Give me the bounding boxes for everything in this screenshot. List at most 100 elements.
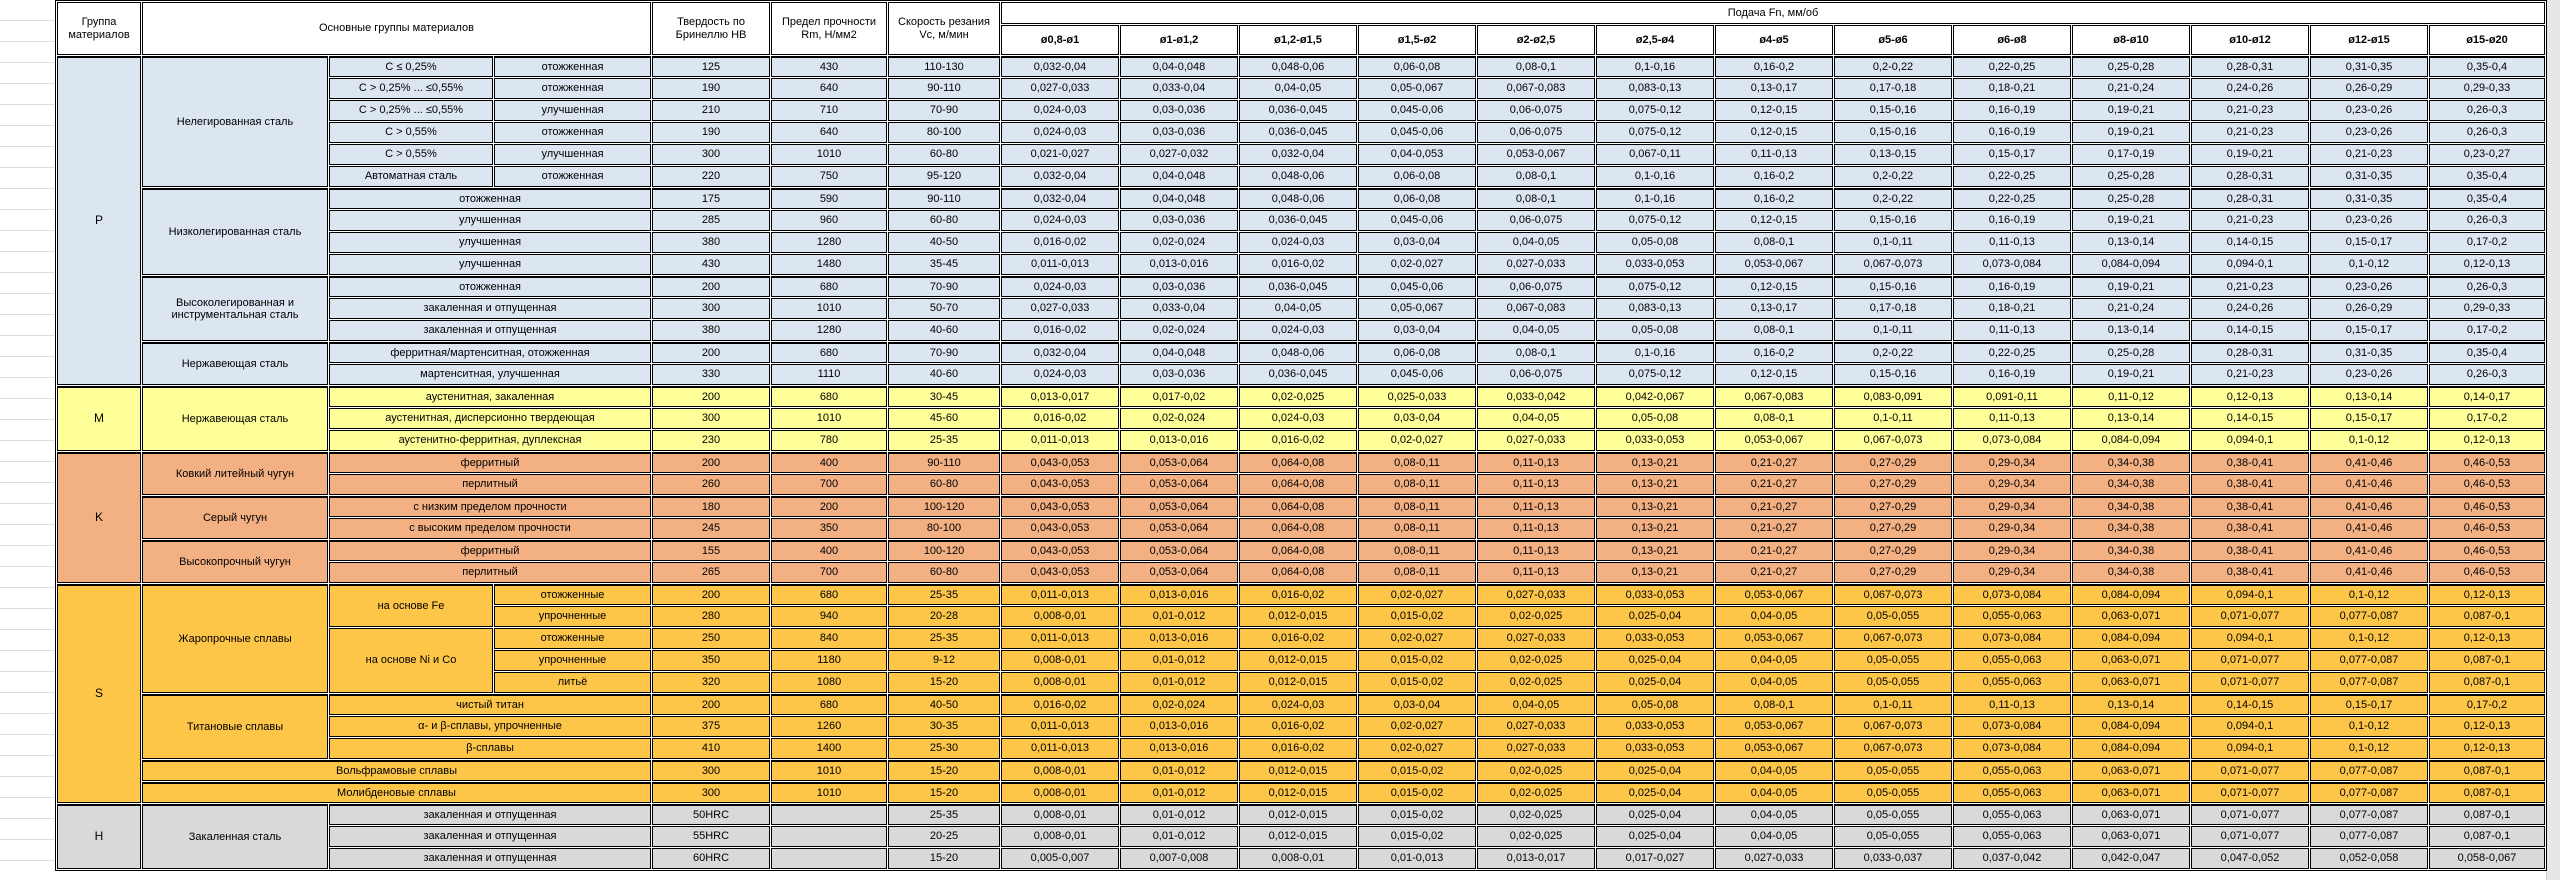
table-row: закаленная и отпущенная 55HRC 20-25 0,008-0… xyxy=(57,826,2545,847)
feed-cell: 0,087-0,1 xyxy=(2429,782,2545,803)
feed-cell: 0,027-0,033 xyxy=(1477,716,1595,737)
feed-cell: 0,04-0,048 xyxy=(1120,342,1238,363)
feed-cell: 0,075-0,12 xyxy=(1596,100,1714,121)
feed-cell: 0,012-0,015 xyxy=(1239,650,1357,671)
feed-cell: 0,033-0,053 xyxy=(1596,254,1714,275)
feed-cell: 0,043-0,053 xyxy=(1001,452,1119,473)
material-condition-cell: закаленная и отпущенная xyxy=(329,804,651,825)
feed-cell: 0,24-0,26 xyxy=(2191,298,2309,319)
feed-cell: 0,46-0,53 xyxy=(2429,562,2545,583)
feed-cell: 0,1-0,12 xyxy=(2310,628,2428,649)
feed-cell: 0,08-0,11 xyxy=(1358,496,1476,517)
header-feed: Подача Fn, мм/об xyxy=(1001,2,2545,24)
treatment-cell: отожженная xyxy=(494,122,651,143)
feed-cell: 0,045-0,06 xyxy=(1358,364,1476,385)
feed-cell: 0,02-0,027 xyxy=(1358,254,1476,275)
feed-cell: 0,29-0,34 xyxy=(1953,496,2071,517)
speed-cell: 20-25 xyxy=(888,826,1000,847)
speed-cell: 40-60 xyxy=(888,364,1000,385)
feed-cell: 0,28-0,31 xyxy=(2191,188,2309,209)
feed-cell: 0,1-0,11 xyxy=(1834,408,1952,429)
feed-cell: 0,024-0,03 xyxy=(1001,122,1119,143)
table-row: упрочненные 350 1180 9-12 0,008-0,01 0,01-0,0… xyxy=(57,650,2545,671)
feed-cell: 0,04-0,05 xyxy=(1239,298,1357,319)
feed-cell: 0,21-0,23 xyxy=(2191,276,2309,297)
feed-cell: 0,033-0,042 xyxy=(1477,386,1595,407)
feed-cell: 0,02-0,025 xyxy=(1477,672,1595,693)
feed-cell: 0,063-0,071 xyxy=(2072,782,2190,803)
table-row: улучшенная 380 1280 40-50 0,016-0,02 0,02-0,0… xyxy=(57,232,2545,253)
feed-cell: 0,077-0,087 xyxy=(2310,650,2428,671)
hardness-cell: 375 xyxy=(652,716,770,737)
feed-cell: 0,073-0,084 xyxy=(1953,628,2071,649)
speed-cell: 70-90 xyxy=(888,342,1000,363)
strength-cell: 680 xyxy=(771,584,887,605)
treatment-cell: упрочненные xyxy=(494,650,651,671)
table-row: улучшенная 285 960 60-80 0,024-0,03 0,03-0,03… xyxy=(57,210,2545,231)
strength-cell: 200 xyxy=(771,496,887,517)
feed-cell: 0,071-0,077 xyxy=(2191,782,2309,803)
feed-cell: 0,012-0,015 xyxy=(1239,782,1357,803)
feed-cell: 0,033-0,04 xyxy=(1120,78,1238,99)
feed-cell: 0,15-0,16 xyxy=(1834,122,1952,143)
strength-cell: 1480 xyxy=(771,254,887,275)
hardness-cell: 190 xyxy=(652,122,770,143)
feed-cell: 0,13-0,17 xyxy=(1715,298,1833,319)
group-letter-cell: K xyxy=(57,452,141,583)
feed-cell: 0,027-0,033 xyxy=(1477,430,1595,451)
feed-cell: 0,13-0,14 xyxy=(2310,386,2428,407)
hardness-cell: 200 xyxy=(652,342,770,363)
material-condition-cell: β-сплавы xyxy=(329,738,651,759)
feed-cell: 0,075-0,12 xyxy=(1596,122,1714,143)
feed-cell: 0,011-0,013 xyxy=(1001,584,1119,605)
material-condition-cell: аустенитно-ферритная, дуплексная xyxy=(329,430,651,451)
feed-cell: 0,073-0,084 xyxy=(1953,254,2071,275)
feed-cell: 0,013-0,016 xyxy=(1120,584,1238,605)
material-condition-cell: улучшенная xyxy=(329,210,651,231)
feed-cell: 0,075-0,12 xyxy=(1596,210,1714,231)
feed-cell: 0,21-0,24 xyxy=(2072,78,2190,99)
feed-cell: 0,15-0,17 xyxy=(2310,232,2428,253)
feed-cell: 0,19-0,21 xyxy=(2191,144,2309,165)
table-row: M Нержавеющая сталь аустенитная, закаленна… xyxy=(57,386,2545,451)
table-row: Молибденовые сплавы 300 1010 15-20 0,008-0,0… xyxy=(57,782,2545,803)
feed-cell: 0,08-0,1 xyxy=(1715,694,1833,715)
table-row: β-сплавы 410 1400 25-30 0,011-0,013 0,013-0,0… xyxy=(57,738,2545,759)
material-condition-cell: с низким пределом прочности xyxy=(329,496,651,517)
feed-cell: 0,2-0,22 xyxy=(1834,188,1952,209)
feed-cell: 0,073-0,084 xyxy=(1953,584,2071,605)
feed-cell: 0,091-0,11 xyxy=(1953,386,2071,407)
feed-cell: 0,46-0,53 xyxy=(2429,496,2545,517)
feed-cell: 0,17-0,18 xyxy=(1834,78,1952,99)
feed-cell: 0,063-0,071 xyxy=(2072,826,2190,847)
feed-cell: 0,15-0,16 xyxy=(1834,100,1952,121)
feed-cell: 0,025-0,04 xyxy=(1596,782,1714,803)
table-row: Высоколегированная и инструментальная ст… xyxy=(57,276,2545,341)
speed-cell: 40-60 xyxy=(888,320,1000,341)
hardness-cell: 200 xyxy=(652,386,770,407)
feed-cell: 0,31-0,35 xyxy=(2310,56,2428,77)
feed-cell: 0,01-0,012 xyxy=(1120,826,1238,847)
strength-cell: 400 xyxy=(771,452,887,473)
feed-cell: 0,053-0,067 xyxy=(1715,430,1833,451)
feed-cell: 0,024-0,03 xyxy=(1001,364,1119,385)
hardness-cell: 300 xyxy=(652,782,770,803)
speed-cell: 15-20 xyxy=(888,848,1000,869)
family-cell: Низколегированная сталь xyxy=(142,188,328,275)
feed-cell: 0,05-0,055 xyxy=(1834,826,1952,847)
speed-cell: 40-50 xyxy=(888,694,1000,715)
feed-cell: 0,08-0,11 xyxy=(1358,452,1476,473)
feed-cell: 0,067-0,073 xyxy=(1834,254,1952,275)
feed-cell: 0,02-0,025 xyxy=(1477,804,1595,825)
feed-cell: 0,027-0,032 xyxy=(1120,144,1238,165)
feed-cell: 0,013-0,016 xyxy=(1120,738,1238,759)
hardness-cell: 265 xyxy=(652,562,770,583)
group-letter-cell: P xyxy=(57,56,141,385)
feed-cell: 0,05-0,055 xyxy=(1834,804,1952,825)
speed-cell: 15-20 xyxy=(888,760,1000,781)
feed-cell: 0,12-0,15 xyxy=(1715,210,1833,231)
feed-cell: 0,19-0,21 xyxy=(2072,122,2190,143)
feed-cell: 0,13-0,21 xyxy=(1596,518,1714,539)
feed-cell: 0,024-0,03 xyxy=(1001,276,1119,297)
hardness-cell: 350 xyxy=(652,650,770,671)
